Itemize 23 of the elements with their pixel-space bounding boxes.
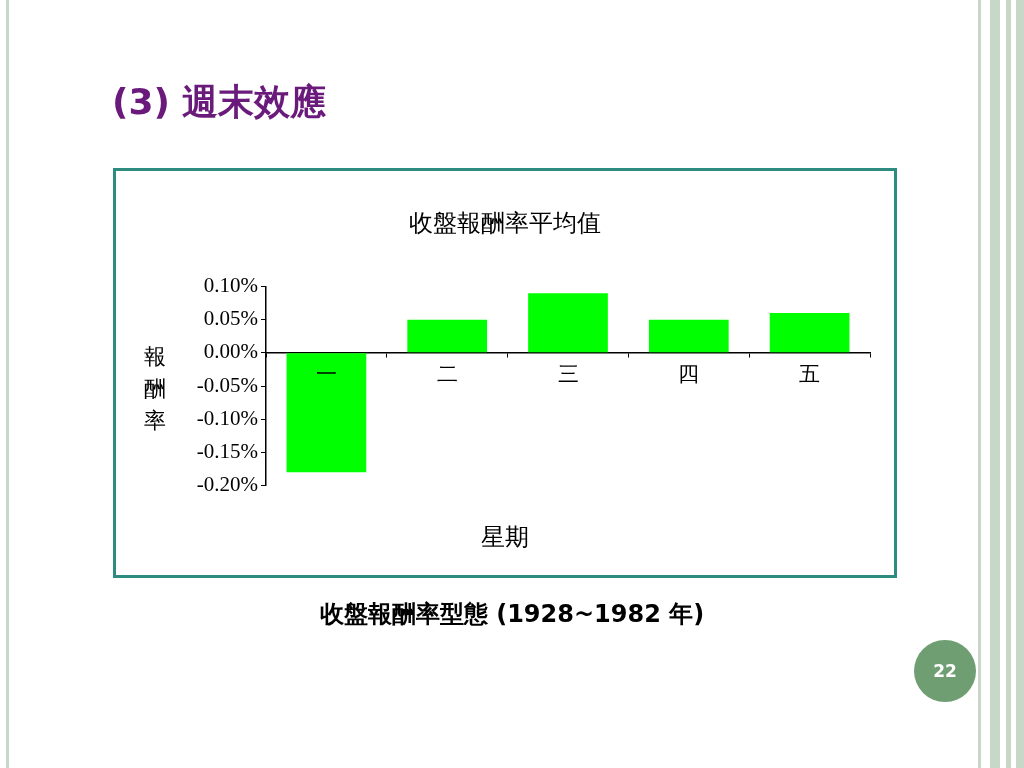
y-tick-label: -0.05% — [196, 372, 258, 397]
bar — [648, 319, 729, 353]
text: 22 — [914, 640, 976, 702]
bar — [286, 353, 367, 473]
chart-title: (3) 週末效應 — [112, 80, 327, 124]
y-tick-label: 0.10% — [203, 273, 258, 298]
x-axis-title: 星期 — [480, 523, 530, 552]
y-tick-label: -0.15% — [196, 438, 258, 463]
x-tick-label: 五 — [799, 361, 821, 386]
chart-subtitle: 收盤報酬率平均值 — [408, 208, 602, 239]
x-tick-label: 四 — [678, 361, 700, 386]
x-tick-label: 三 — [557, 361, 579, 386]
y-tick-label: 0.05% — [203, 306, 258, 331]
x-tick-label: 一 — [315, 361, 337, 386]
text: 收盤報酬率型態 (1928~1982 年) — [318, 599, 706, 630]
y-tick-label: -0.10% — [196, 405, 258, 430]
x-tick-label: 二 — [436, 361, 458, 386]
bar — [769, 313, 850, 353]
y-axis-title: 報酬率 — [144, 343, 167, 435]
y-tick-label: -0.20% — [196, 471, 258, 496]
y-tick-label: 0.00% — [203, 339, 258, 364]
bar — [528, 293, 608, 353]
bar — [407, 319, 488, 353]
